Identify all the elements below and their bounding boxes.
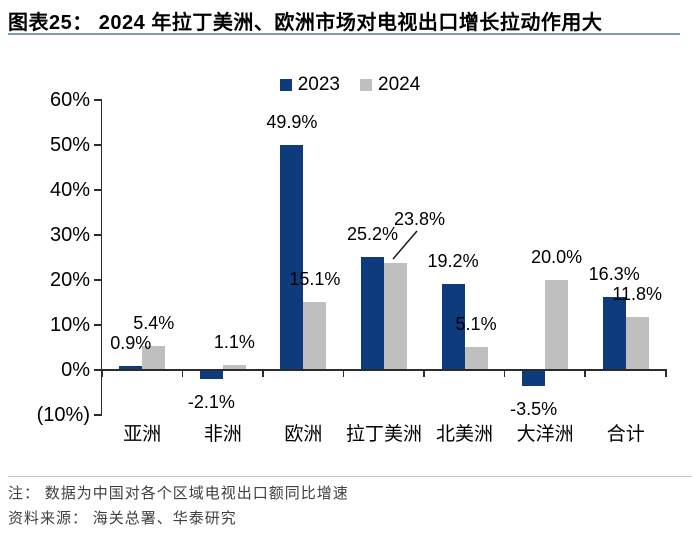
legend-label: 2023 (297, 74, 340, 95)
bar-value-label: 5.4% (133, 312, 175, 333)
x-tick (101, 370, 103, 377)
x-tick (665, 370, 667, 377)
y-tick (94, 234, 102, 236)
category-label: 拉丁美洲 (345, 424, 422, 445)
y-axis-label: 20% (49, 269, 90, 291)
bar-2024-1 (222, 365, 246, 370)
bar-2023-2 (280, 145, 304, 370)
bar-2023-1 (199, 370, 223, 380)
y-tick (94, 189, 102, 191)
bar-value-label: 0.9% (110, 332, 152, 353)
notes-divider (8, 476, 692, 477)
x-tick (423, 370, 425, 377)
legend-label: 2024 (378, 74, 421, 95)
y-tick (94, 99, 102, 101)
bar-2023-4 (441, 283, 465, 370)
bar-2023-3 (361, 256, 384, 370)
bar-value-label: 16.3% (588, 263, 640, 284)
bar-2023-5 (522, 370, 546, 386)
category-label: 北美洲 (436, 424, 494, 445)
bar-2024-5 (545, 280, 569, 370)
bar-value-label: -2.1% (187, 392, 235, 413)
legend-item-2023: 2023 (279, 74, 340, 96)
legend-item-2024: 2024 (360, 74, 420, 96)
figure-title: 图表25： 2024 年拉丁美洲、欧洲市场对电视出口增长拉动作用大 (8, 12, 603, 34)
y-axis-label: 10% (49, 314, 90, 336)
bar-2024-0 (142, 345, 166, 370)
y-tick (94, 279, 102, 281)
x-tick (342, 370, 345, 377)
chart-note: 注： 数据为中国对各个区域电视出口额同比增速 (8, 486, 349, 502)
bar-value-label: 15.1% (289, 269, 341, 290)
y-tick (94, 324, 102, 326)
x-tick (584, 370, 586, 377)
x-tick (503, 370, 506, 377)
category-label: 欧洲 (284, 424, 323, 445)
y-tick (94, 414, 102, 416)
category-label: 大洋洲 (516, 424, 574, 445)
title-underline (8, 33, 680, 35)
bar-value-label: 23.8% (393, 208, 446, 229)
y-axis-label: 60% (49, 89, 90, 111)
y-axis (100, 100, 102, 415)
x-tick (262, 370, 264, 377)
x-axis (102, 369, 667, 371)
category-label: 合计 (606, 424, 645, 445)
bar-value-label: 11.8% (612, 283, 663, 304)
bar-2023-6 (602, 296, 626, 370)
y-tick (94, 369, 102, 371)
y-axis-label: 0% (61, 359, 90, 381)
bar-2024-3 (384, 262, 407, 370)
category-label: 非洲 (203, 424, 242, 445)
legend-swatch-2024 (360, 79, 372, 91)
chart-source: 资料来源： 海关总署、华泰研究 (8, 511, 237, 527)
bar-2024-4 (464, 347, 488, 370)
bar-value-label: -3.5% (510, 398, 558, 419)
y-tick (94, 144, 102, 146)
bar-value-label: 25.2% (346, 223, 399, 244)
bar-value-label: 20.0% (531, 247, 583, 267)
y-axis-label: 40% (49, 179, 90, 201)
y-axis-label: 50% (49, 134, 90, 156)
bar-2023-0 (119, 365, 143, 370)
bar-value-label: 19.2% (427, 250, 479, 271)
category-label: 亚洲 (123, 424, 162, 445)
chart-legend: 2023 2024 (0, 74, 700, 96)
legend-swatch-2023 (279, 79, 292, 91)
y-axis-label: 30% (49, 224, 90, 246)
bar-value-label: 49.9% (266, 112, 318, 133)
y-axis-label: (10%) (36, 404, 90, 426)
bar-value-label: 5.1% (455, 314, 497, 335)
bar-2024-6 (625, 316, 649, 370)
x-tick (181, 370, 184, 377)
bar-2024-2 (303, 302, 327, 370)
bar-value-label: 1.1% (213, 332, 255, 353)
